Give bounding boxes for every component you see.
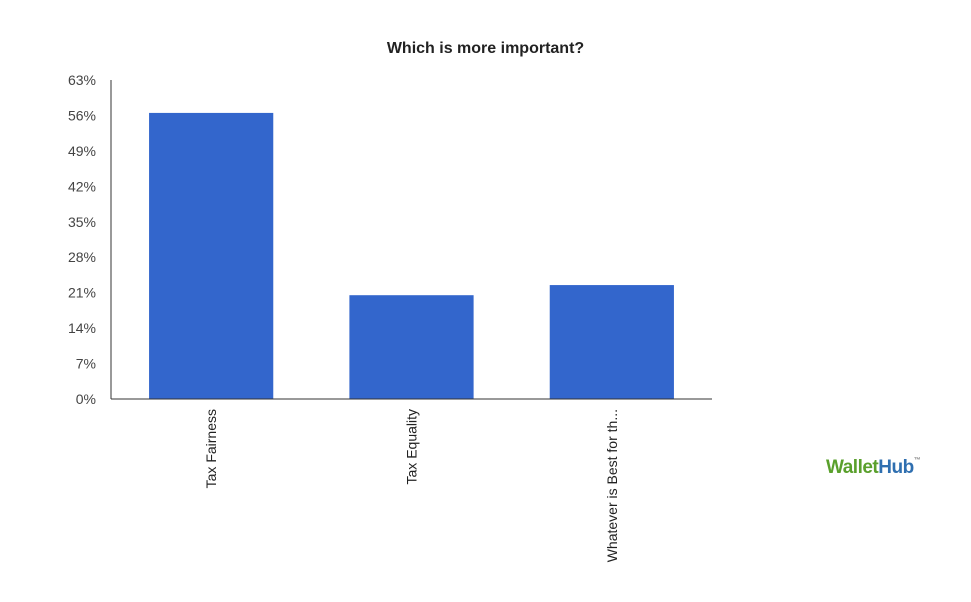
y-tick-label: 14% [68,320,96,336]
x-category-label: Tax Equality [404,409,420,484]
bar-3[interactable] [549,285,674,399]
y-tick-label: 35% [68,214,96,230]
x-axis-labels: Tax Fairness Tax Equality Whatever is Best… [203,409,620,562]
bars [149,112,674,400]
chart-title: Which is more important? [386,40,585,57]
y-tick-label: 56% [68,107,96,123]
x-category-label: Tax Fairness [203,409,219,488]
wallethub-logo: WalletHub™ [826,457,921,479]
y-tick-label: 21% [68,285,96,301]
y-tick-label: 7% [76,356,96,372]
logo-text-hub: Hub [878,457,914,478]
x-category-label: Whatever is Best for th... [604,409,620,562]
bar-2[interactable] [349,295,474,399]
y-axis-ticks: 0% 7% 14% 21% 28% 35% 42% 49% 56% 63% [68,72,96,407]
y-tick-label: 49% [68,143,96,159]
y-tick-label: 63% [68,72,96,88]
y-tick-label: 42% [68,178,96,194]
bar-1[interactable] [149,112,274,400]
y-tick-label: 0% [76,391,96,407]
logo-trademark: ™ [913,457,921,464]
logo-text-wallet: Wallet [826,457,879,478]
y-tick-label: 28% [68,249,96,265]
